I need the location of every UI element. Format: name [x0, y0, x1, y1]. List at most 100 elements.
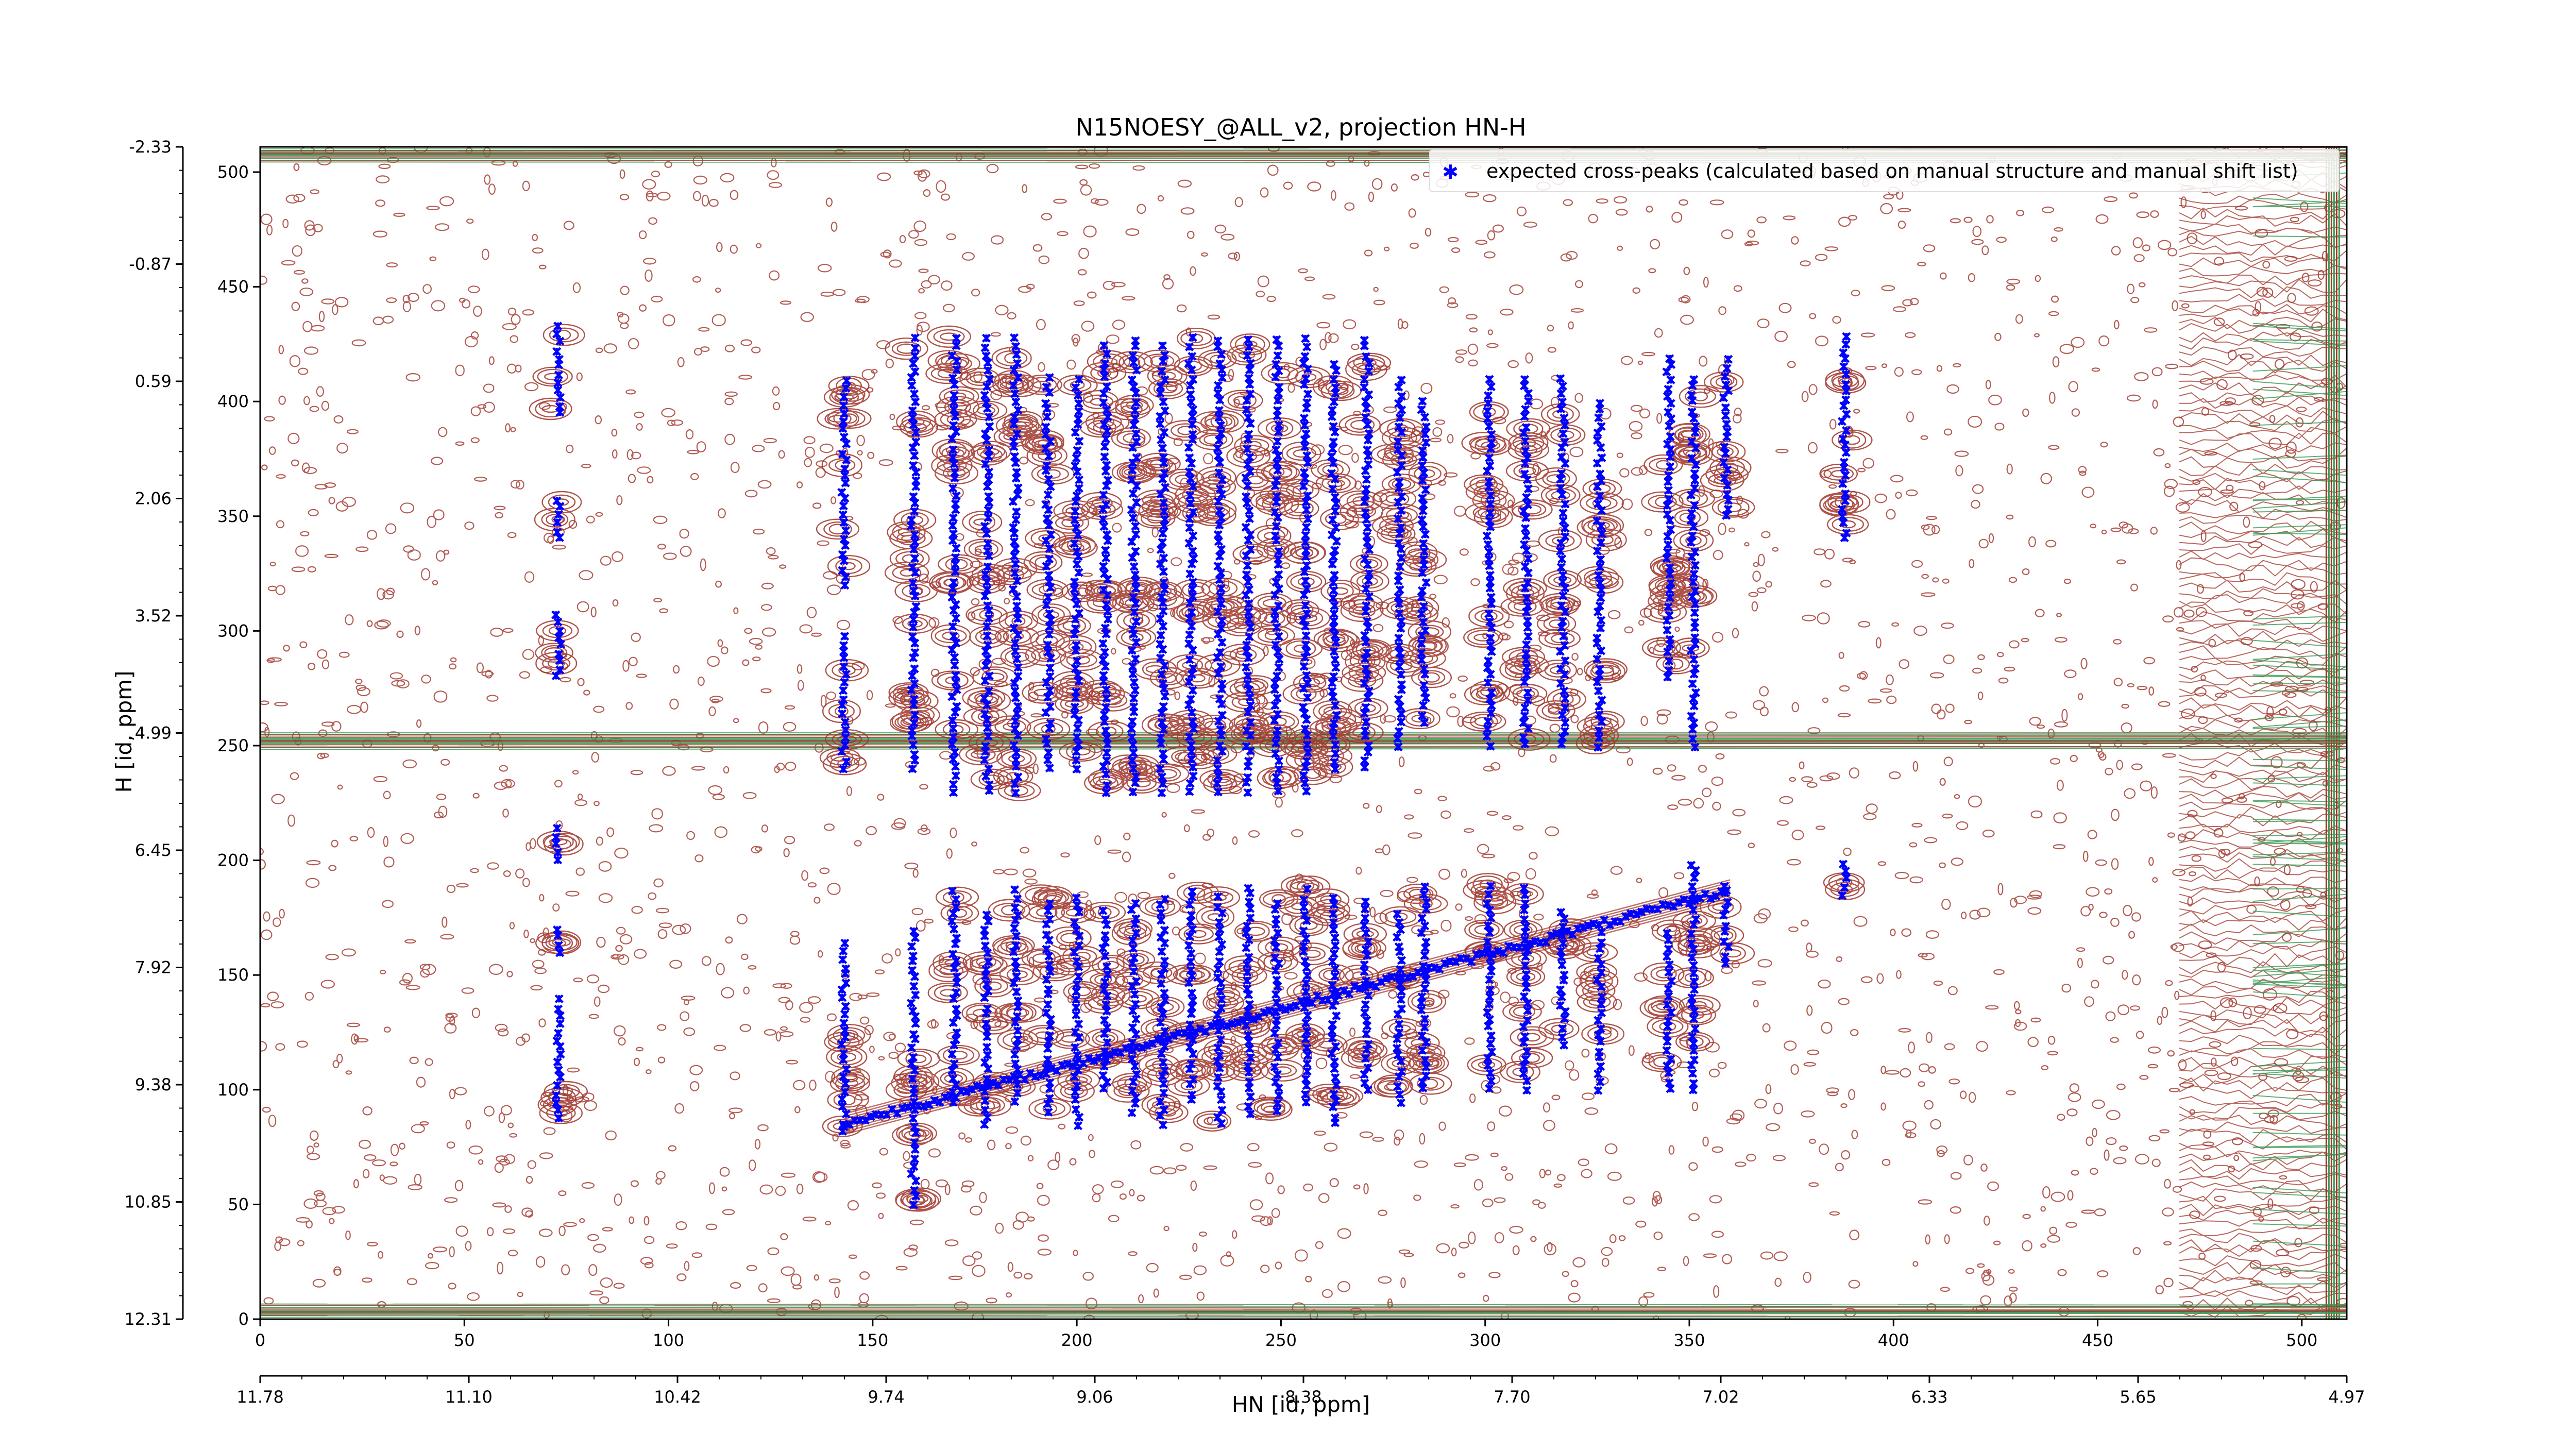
cross-peak-marker: [1301, 546, 1311, 555]
cross-peak-marker: [1417, 655, 1426, 665]
cross-peak-marker: [1394, 942, 1403, 951]
cross-peak-marker: [1131, 547, 1140, 556]
cross-peak-marker: [1840, 883, 1849, 892]
cross-peak-marker: [1187, 949, 1196, 958]
cross-peak-marker: [980, 343, 990, 352]
cross-peak-marker: [1185, 779, 1195, 788]
cross-peak-marker: [1420, 921, 1430, 931]
cross-peak-marker: [1128, 740, 1138, 750]
cross-peak-marker: [1328, 678, 1337, 687]
cross-peak-marker: [1557, 710, 1567, 720]
cross-peak-marker: [1558, 429, 1568, 439]
cross-peak-marker: [1421, 422, 1431, 432]
cross-peak-marker: [555, 1011, 565, 1020]
cross-peak-marker: [1301, 497, 1311, 507]
cross-peak-marker: [1243, 968, 1252, 977]
cross-peak-marker: [1417, 639, 1426, 648]
cross-peak-marker: [1560, 970, 1569, 980]
cross-peak-marker: [1041, 734, 1050, 744]
cross-peak-marker: [1157, 947, 1166, 956]
cross-peak-marker: [1723, 481, 1732, 490]
cross-peak-marker: [1102, 1077, 1112, 1087]
cross-peak-marker: [1331, 740, 1340, 749]
cross-peak-marker: [1102, 756, 1111, 765]
cross-peak-marker: [947, 1050, 957, 1059]
cross-peak-marker: [1521, 649, 1531, 659]
cross-peak-marker: [1074, 568, 1083, 577]
cross-peak-marker: [1301, 537, 1310, 547]
cross-peak-marker: [1689, 654, 1699, 664]
cross-peak-marker: [554, 1004, 563, 1014]
cross-peak-marker: [1362, 1029, 1371, 1039]
cross-peak-marker: [1420, 1055, 1430, 1065]
cross-peak-marker: [1216, 725, 1225, 734]
cross-peak-marker: [1043, 693, 1053, 702]
cross-peak-marker: [1187, 397, 1196, 407]
cross-peak-marker: [1156, 933, 1165, 942]
cross-peak-marker: [1363, 670, 1372, 680]
cross-peak-marker: [981, 661, 991, 670]
cross-peak-marker: [1686, 516, 1696, 525]
cross-peak-marker: [952, 1028, 961, 1037]
cross-peak-marker: [1690, 469, 1699, 478]
cross-peak-marker: [1420, 413, 1430, 422]
cross-peak-marker: [910, 451, 919, 460]
cross-peak-marker: [1042, 1008, 1051, 1018]
cross-peak-marker: [1487, 701, 1496, 711]
cross-peak-marker: [1072, 599, 1081, 609]
cross-peak-marker: [1632, 909, 1641, 919]
cross-peak-marker: [1245, 452, 1255, 462]
y-tick-label: 400: [217, 392, 249, 411]
cross-peak-marker: [1364, 991, 1373, 1000]
cross-peak-marker: [1345, 989, 1354, 999]
cross-peak-marker: [1558, 591, 1568, 600]
cross-peak-marker: [1397, 392, 1406, 401]
cross-peak-marker: [555, 393, 565, 402]
cross-peak-marker: [1487, 688, 1496, 697]
cross-peak-marker: [838, 1102, 847, 1111]
cross-peak-marker: [910, 553, 920, 563]
cross-peak-marker: [1690, 896, 1700, 905]
cross-peak-marker: [1561, 524, 1570, 533]
cross-peak-marker: [1605, 920, 1614, 930]
cross-peak-marker: [1012, 709, 1022, 718]
cross-peak-marker: [1395, 562, 1404, 571]
cross-peak-marker: [1688, 381, 1697, 390]
cross-peak-marker: [1036, 1071, 1045, 1080]
cross-peak-marker: [1522, 493, 1531, 502]
cross-peak-marker: [866, 1112, 875, 1121]
cross-peak-marker: [1046, 1015, 1055, 1024]
cross-peak-marker: [1362, 1016, 1371, 1025]
cross-peak-marker: [1242, 641, 1251, 650]
cross-peak-marker: [1160, 956, 1170, 966]
cross-peak-marker: [1485, 375, 1494, 384]
cross-peak-marker: [1484, 1021, 1493, 1031]
cross-peak-marker: [1074, 475, 1084, 484]
cross-peak-marker: [1011, 515, 1021, 525]
cross-peak-marker: [1396, 624, 1405, 633]
cross-peak-marker: [1073, 901, 1082, 910]
cross-peak-marker: [983, 641, 992, 650]
cross-peak-marker: [1156, 419, 1165, 429]
cross-peak-marker: [1303, 491, 1312, 500]
cross-peak-marker: [1393, 437, 1402, 446]
cross-peak-marker: [1521, 423, 1531, 432]
cross-peak-marker: [1722, 364, 1732, 373]
cross-peak-marker: [861, 1116, 870, 1125]
cross-peak-marker: [1242, 396, 1251, 405]
cross-peak-marker: [1561, 607, 1570, 616]
cross-peak-marker: [1597, 938, 1606, 947]
cross-peak-marker: [951, 499, 960, 509]
cross-peak-marker: [1101, 500, 1111, 509]
cross-peak-marker: [1395, 585, 1404, 595]
cross-peak-marker: [1302, 715, 1311, 724]
cross-peak-marker: [1594, 743, 1603, 752]
cross-peak-marker: [1363, 523, 1372, 532]
cross-peak-marker: [1301, 979, 1311, 988]
cross-peak-marker: [1557, 490, 1567, 499]
cross-peak-marker: [1102, 427, 1112, 436]
cross-peak-marker: [983, 539, 993, 548]
cross-peak-marker: [1842, 873, 1851, 883]
cross-peak-marker: [1331, 1096, 1341, 1106]
cross-peak-marker: [1393, 514, 1402, 524]
